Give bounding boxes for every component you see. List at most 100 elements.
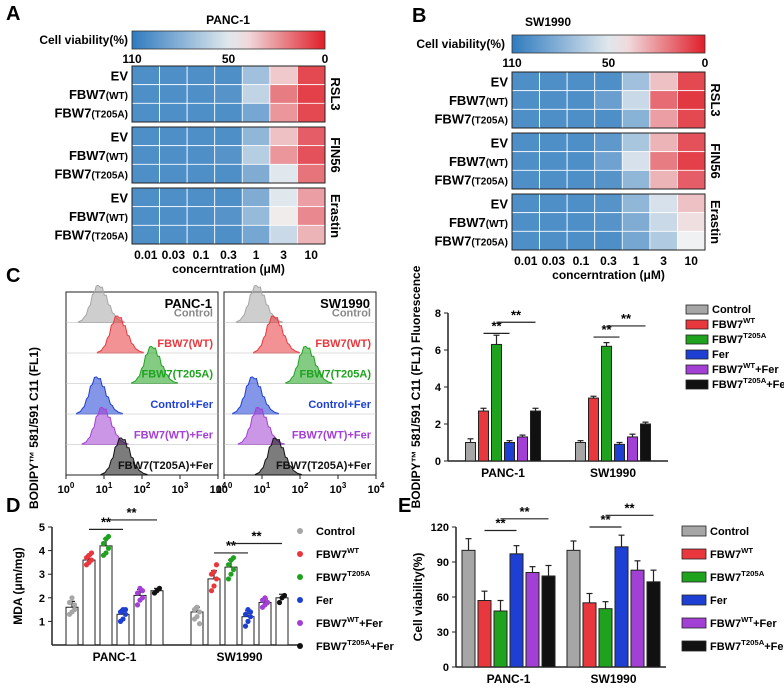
heatmap-cell (539, 151, 568, 171)
y-tick-label: 6 (435, 345, 441, 357)
row-label-base: FBW7 (69, 209, 106, 224)
bar (566, 549, 581, 668)
heatmap-cell (214, 126, 243, 147)
significance-marker: ** (101, 514, 112, 529)
row-label-sub: (T205A) (471, 116, 508, 127)
data-point (194, 604, 200, 610)
heatmap-a-title: PANC-1 (206, 13, 250, 27)
heatmap-cell (297, 187, 326, 208)
flow-condition-label: Control+Fer (150, 399, 213, 411)
heatmap-cell (566, 90, 596, 110)
panel-letter-d: D (6, 495, 20, 517)
legend-dot (297, 620, 303, 626)
heatmap-cell (241, 145, 271, 165)
heatmap-row-label: FBW7(WT) (69, 87, 128, 102)
y-tick-label: 120 (431, 522, 449, 534)
flow-histograms: PANC-1ControlFBW7(WT)FBW7(T205A)Control+… (58, 284, 385, 496)
panel-letter-b: B (412, 5, 426, 27)
legend-label-base: FBW7 (316, 572, 347, 584)
legend-label-base: FBW7 (710, 572, 741, 584)
legend-label-sup: WT (741, 615, 753, 624)
bar (614, 546, 629, 668)
legend-label: FBW7WT+Fer (316, 615, 383, 630)
significance-marker: ** (491, 318, 502, 333)
concentration-tick: 10 (685, 254, 699, 268)
heatmap-cell (594, 212, 623, 232)
heatmap-cell (511, 71, 540, 92)
tick-base: 10 (216, 484, 228, 496)
heatmap-cell (511, 193, 540, 214)
heatmap-cell (297, 224, 326, 245)
row-label-base: FBW7 (449, 215, 486, 230)
data-point (156, 585, 163, 591)
bar-chart-mda: 1 2 3 4 5 MDA (μm/mg) PANC-1 SW1990 ** ** ** ** Cont… (11, 505, 395, 664)
heatmap-cell (677, 71, 706, 92)
row-label-base: FBW7 (69, 87, 106, 102)
heatmap-cell (594, 169, 623, 190)
legend-label: FBW7T205A+Fer (712, 376, 784, 391)
bar (461, 549, 476, 668)
panel-letter-c: C (6, 265, 20, 287)
data-point (213, 562, 220, 568)
heatmap-frame (131, 126, 326, 184)
heatmap-cell (131, 126, 160, 147)
legend-label-base: FBW7 (712, 319, 743, 331)
legend-swatch (685, 304, 709, 315)
flow-histogram (232, 376, 279, 415)
flow-condition-label: Control (174, 308, 213, 320)
drug-label: FIN56 (708, 143, 723, 178)
legend-swatch (685, 334, 709, 345)
heatmap-cell (214, 224, 243, 245)
legend-label-sup: WT (741, 546, 753, 555)
bar (275, 597, 289, 646)
concentration-tick: 10 (305, 248, 319, 262)
heatmap-cell (566, 132, 596, 153)
heatmap-cell (214, 65, 243, 86)
heatmap-cell (269, 65, 298, 86)
heatmap-cell (214, 187, 243, 208)
data-point (225, 562, 232, 568)
row-label-sub: (T205A) (91, 171, 128, 182)
panel-letter-e: E (398, 495, 411, 517)
significance-marker: ** (624, 500, 635, 515)
drug-label: FIN56 (328, 137, 343, 172)
heatmap-cell (241, 84, 271, 104)
flow-panel-title: SW1990 (320, 296, 370, 311)
flow-condition-label: FBW7(T205A) (141, 369, 213, 381)
legend-label-base: Fer (712, 349, 730, 361)
data-point (103, 550, 109, 556)
legend-label: Fer (712, 349, 730, 361)
y-axis-label: Cell viability(%) (411, 553, 425, 642)
significance-marker: ** (511, 307, 522, 322)
heatmap-cell (621, 151, 651, 171)
colorbar (511, 34, 706, 54)
bar (575, 442, 586, 462)
row-label-base: FBW7 (434, 112, 471, 127)
data-point (230, 566, 237, 573)
heatmap-cell (131, 187, 160, 208)
heatmap-cell (297, 145, 326, 165)
heatmap-cell (649, 108, 678, 129)
heatmap-cell (159, 126, 188, 147)
flow-condition-label: Control+Fer (308, 399, 371, 411)
y-axis-label: BODIPY™ 581/591 C11 (FL1) Fluorescence (409, 265, 423, 508)
heatmap-cell (186, 163, 216, 184)
heatmap-cell (159, 65, 188, 86)
row-label-sub: (WT) (106, 213, 128, 224)
bar (478, 410, 489, 462)
heatmap-frame (511, 71, 706, 129)
legend-swatch (681, 548, 707, 560)
heatmap-cell (159, 206, 188, 226)
heatmap-cell (297, 65, 326, 86)
row-label-base: EV (111, 190, 129, 205)
heatmap-cell (621, 230, 651, 251)
heatmap-row-label: FBW7(T205A) (434, 112, 508, 127)
flow-condition-label: FBW7(T205A)+Fer (118, 460, 214, 472)
heatmap-cell (649, 90, 678, 110)
data-point (242, 611, 249, 617)
heatmap-cell (677, 108, 706, 129)
data-point (139, 595, 146, 601)
heatmap-cell (214, 84, 243, 104)
data-point (71, 602, 78, 608)
heatmap-cell (269, 84, 298, 104)
